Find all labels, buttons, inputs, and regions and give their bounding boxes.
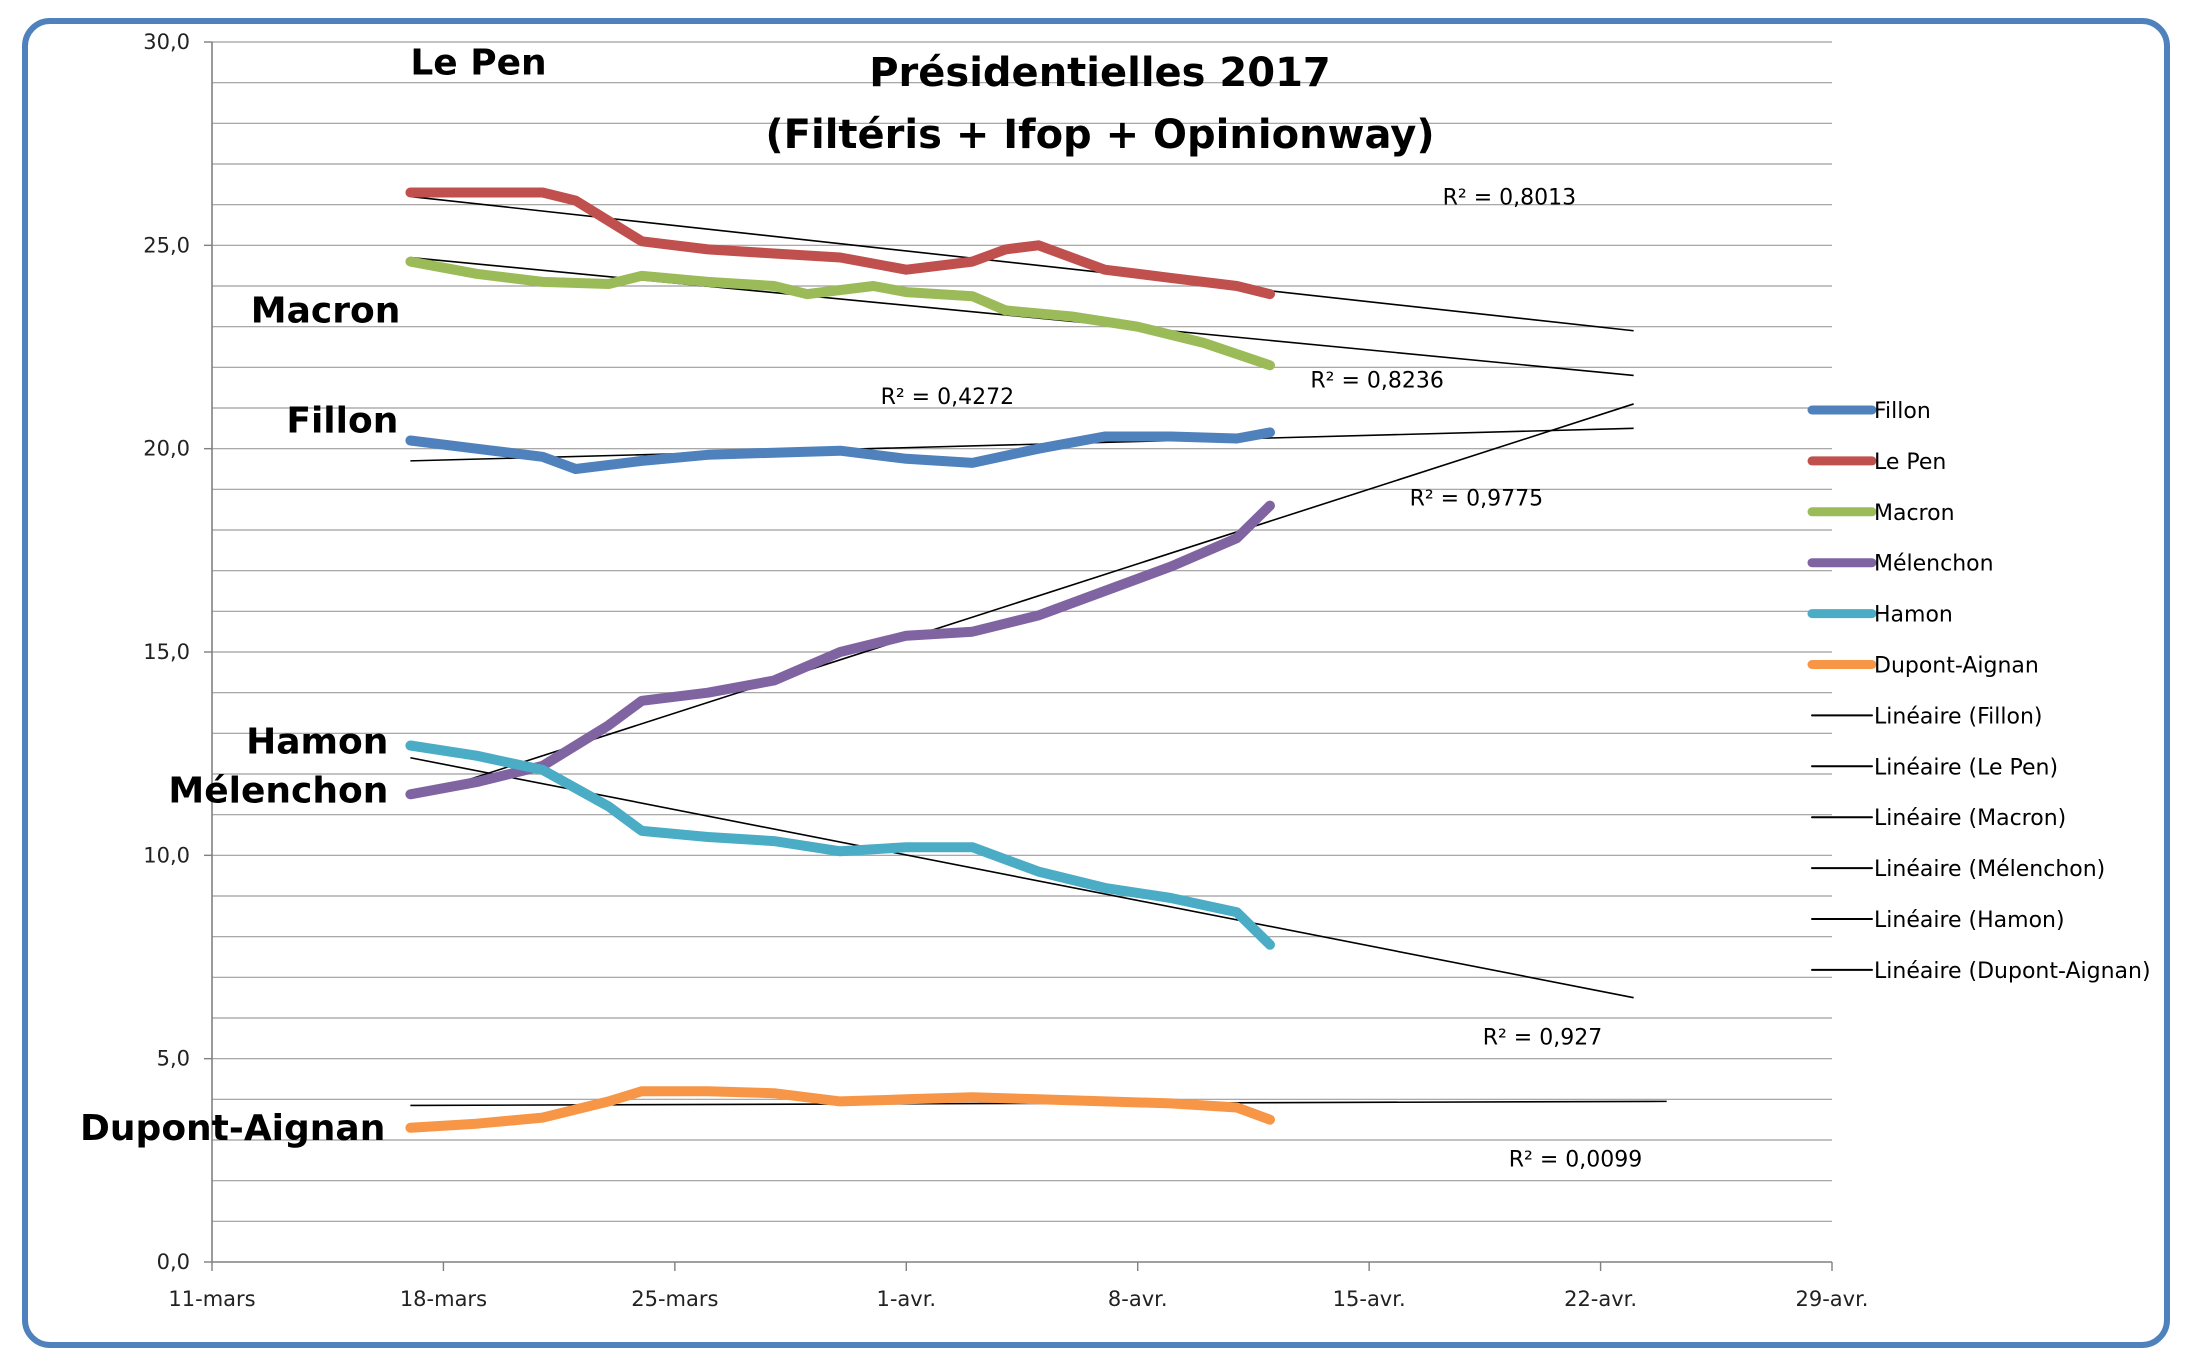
y-tick-label: 20,0 xyxy=(143,437,190,461)
legend-label: Linéaire (Macron) xyxy=(1874,806,2066,831)
y-tick-label: 0,0 xyxy=(157,1250,190,1274)
label-layer: R² = 0,4272 R² = 0,8013 R² = 0,8236 R² = 0,… xyxy=(80,43,1642,1173)
series-line xyxy=(405,500,1275,800)
legend-label: Hamon xyxy=(1874,603,1953,628)
chart-subtitle: (Filtéris + Ifop + Opinionway) xyxy=(765,112,1434,158)
series-line xyxy=(405,187,1275,300)
y-tick-label: 25,0 xyxy=(143,233,190,257)
series-line xyxy=(405,256,1275,371)
x-tick-label: 22-avr. xyxy=(1564,1287,1637,1311)
candidate-label: Mélenchon xyxy=(168,770,388,811)
x-tick-label: 1-avr. xyxy=(876,1287,936,1311)
y-tick-label: 10,0 xyxy=(143,843,190,867)
legend-label: Dupont-Aignan xyxy=(1874,654,2039,679)
legend-label: Le Pen xyxy=(1874,450,1946,475)
trendline xyxy=(410,427,1634,462)
chart-title: Présidentielles 2017 xyxy=(869,50,1331,96)
trendline xyxy=(410,403,1634,800)
trendline xyxy=(410,756,1634,999)
x-tick-label: 11-mars xyxy=(168,1287,255,1311)
x-tick-label: 29-avr. xyxy=(1796,1287,1869,1311)
legend-label: Linéaire (Hamon) xyxy=(1874,908,2065,933)
x-tick-label: 8-avr. xyxy=(1108,1287,1168,1311)
trendline-layer xyxy=(410,195,1667,1107)
x-tick-label: 18-mars xyxy=(400,1287,487,1311)
legend-label: Linéaire (Mélenchon) xyxy=(1874,857,2105,882)
legend-label: Linéaire (Dupont-Aignan) xyxy=(1874,959,2151,984)
y-tick-label: 30,0 xyxy=(143,30,190,54)
r-squared-label: R² = 0,8236 xyxy=(1310,369,1444,394)
candidate-label: Le Pen xyxy=(410,43,546,84)
r-squared-label: R² = 0,8013 xyxy=(1443,186,1577,211)
legend: Fillon Le Pen Macron Mélenchon Hamon Dupont-A… xyxy=(1807,399,2151,984)
chart-frame xyxy=(22,18,2170,1348)
legend-label: Mélenchon xyxy=(1874,552,1994,577)
series-line xyxy=(405,1086,1275,1133)
y-tick-label: 15,0 xyxy=(143,640,190,664)
x-tick-label: 25-mars xyxy=(631,1287,718,1311)
axis-layer: 0,0 5,0 10,0 15,0 20,0 25,0 30,0 11-mars 18-mars… xyxy=(143,30,1868,1311)
series-line xyxy=(405,427,1275,474)
legend-label: Macron xyxy=(1874,501,1955,526)
candidate-label: Macron xyxy=(251,291,401,332)
candidate-label: Dupont-Aignan xyxy=(80,1108,385,1149)
y-tick-label: 5,0 xyxy=(157,1047,190,1071)
legend-label: Linéaire (Le Pen) xyxy=(1874,755,2058,780)
legend-label: Fillon xyxy=(1874,399,1931,424)
candidate-label: Hamon xyxy=(246,722,388,763)
series-layer xyxy=(405,187,1275,1133)
x-tick-label: 15-avr. xyxy=(1333,1287,1406,1311)
legend-label: Linéaire (Fillon) xyxy=(1874,704,2043,729)
candidate-label: Fillon xyxy=(286,400,398,441)
series-line xyxy=(405,740,1275,950)
r-squared-label: R² = 0,927 xyxy=(1483,1025,1603,1050)
r-squared-label: R² = 0,4272 xyxy=(881,385,1015,410)
r-squared-label: R² = 0,0099 xyxy=(1509,1147,1643,1172)
r-squared-label: R² = 0,9775 xyxy=(1410,487,1544,512)
